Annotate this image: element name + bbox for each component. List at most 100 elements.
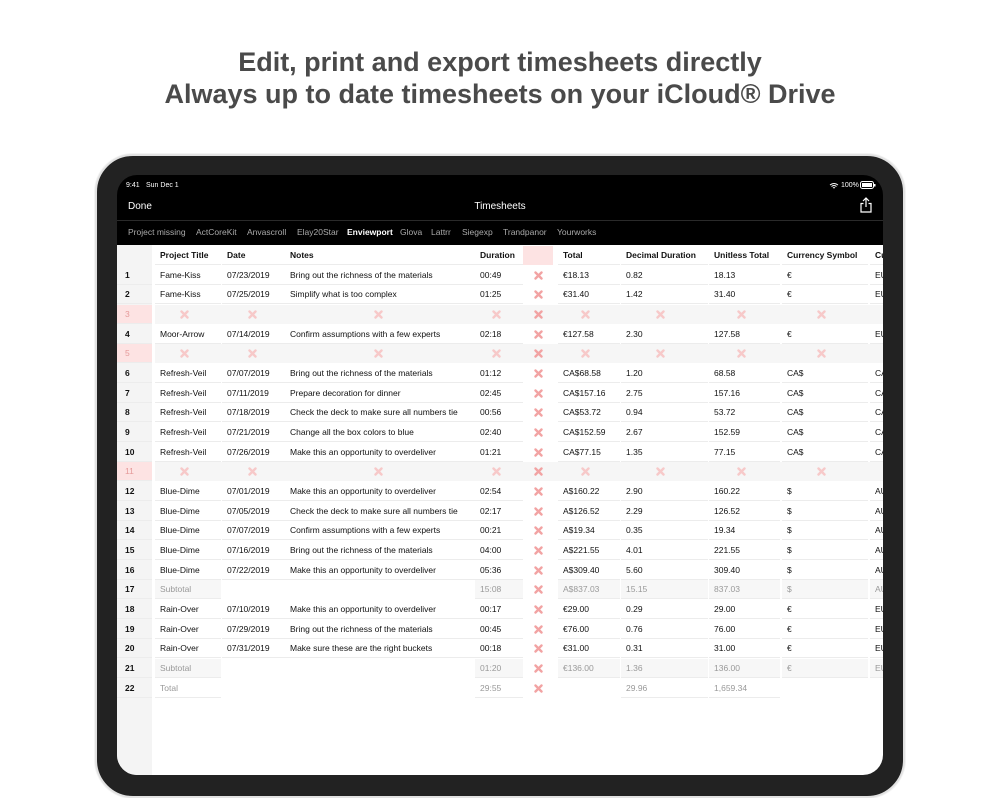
- table-cell: CA$: [782, 403, 868, 423]
- table-cell: €: [782, 325, 868, 344]
- table-cell: Refresh-Veil: [155, 384, 221, 403]
- table-cell: AU: [870, 580, 883, 600]
- row-number: 17: [117, 580, 152, 600]
- error-icon: [581, 467, 590, 477]
- table-cell: 160.22: [709, 482, 780, 502]
- done-button[interactable]: Done: [128, 201, 152, 212]
- row-number: 21: [117, 659, 152, 679]
- table-cell: 00:18: [475, 639, 523, 659]
- table-cell: Subtotal: [155, 580, 221, 600]
- timesheet-table: Project Title Date Notes Duration Total Decim…: [117, 245, 883, 775]
- headline: Edit, print and export timesheets direct…: [0, 46, 1000, 110]
- table-cell: 53.72: [709, 403, 780, 423]
- table-cell: 1,659.34: [709, 679, 780, 698]
- table-cell: $: [782, 580, 868, 600]
- error-icon: [492, 467, 501, 477]
- table-cell: 77.15: [709, 443, 780, 462]
- table-cell: 2.30: [621, 325, 708, 344]
- table-cell: CA$: [782, 364, 868, 384]
- table-cell: EU: [870, 325, 883, 344]
- error-icon: [817, 467, 826, 477]
- table-cell: Confirm assumptions with a few experts: [285, 521, 475, 541]
- table-cell: 02:45: [475, 384, 523, 403]
- error-icon: [534, 388, 543, 398]
- table-cell: 07/25/2019: [222, 285, 285, 305]
- table-cell: 837.03: [709, 580, 780, 600]
- table-cell: CA: [870, 423, 883, 443]
- tab[interactable]: Yourworks: [557, 227, 597, 237]
- row-number: 19: [117, 620, 152, 639]
- error-icon: [180, 310, 189, 319]
- table-cell: Make this an opportunity to overdeliver: [285, 561, 475, 580]
- table-cell: 18.13: [709, 266, 780, 285]
- tab[interactable]: Trandpanor: [503, 227, 547, 237]
- tab[interactable]: Enviewport: [347, 227, 393, 237]
- table-cell: 15:08: [475, 580, 523, 600]
- error-icon: [374, 310, 383, 319]
- tab[interactable]: Project missing: [128, 227, 186, 237]
- row-number: 8: [117, 403, 152, 423]
- table-cell: A$19.34: [558, 521, 620, 541]
- error-icon: [248, 467, 257, 477]
- error-icon: [817, 349, 826, 359]
- error-icon: [534, 546, 543, 555]
- table-cell: A$126.52: [558, 502, 620, 521]
- error-icon: [534, 507, 543, 516]
- error-icon: [248, 349, 257, 359]
- table-cell: Blue-Dime: [155, 561, 221, 580]
- column-header: Cu: [870, 246, 883, 265]
- error-icon: [656, 310, 665, 319]
- table-cell: 0.76: [621, 620, 708, 639]
- table-cell: Refresh-Veil: [155, 364, 221, 384]
- table-cell: Confirm assumptions with a few experts: [285, 325, 475, 344]
- table-cell: 4.01: [621, 541, 708, 561]
- table-cell: AU: [870, 521, 883, 541]
- table-cell: 07/07/2019: [222, 521, 285, 541]
- table-cell: 76.00: [709, 620, 780, 639]
- table-cell: Blue-Dime: [155, 541, 221, 561]
- row-number: 22: [117, 679, 152, 698]
- table-cell: 00:45: [475, 620, 523, 639]
- table-cell: 07/11/2019: [222, 384, 285, 403]
- table-cell: €31.00: [558, 639, 620, 659]
- table-cell: Make this an opportunity to overdeliver: [285, 600, 475, 620]
- table-cell: 1.42: [621, 285, 708, 305]
- table-cell: 07/29/2019: [222, 620, 285, 639]
- table-cell: CA$: [782, 443, 868, 462]
- table-cell: 2.75: [621, 384, 708, 403]
- nav-divider: [117, 220, 883, 221]
- table-cell: CA$68.58: [558, 364, 620, 384]
- tab[interactable]: Elay20Star: [297, 227, 339, 237]
- wifi-icon: [829, 183, 839, 189]
- tab[interactable]: Glova: [400, 227, 423, 237]
- table-cell: $: [782, 482, 868, 502]
- error-icon: [374, 349, 383, 359]
- tab[interactable]: ActCoreKit: [196, 227, 237, 237]
- error-icon: [737, 467, 746, 477]
- nav-title: Timesheets: [474, 201, 526, 212]
- error-icon: [180, 467, 189, 477]
- table-cell: AU: [870, 541, 883, 561]
- table-cell: 0.29: [621, 600, 708, 620]
- table-cell: Bring out the richness of the materials: [285, 620, 475, 639]
- share-button[interactable]: [859, 197, 873, 213]
- table-cell: Total: [155, 679, 221, 698]
- table-cell: 07/14/2019: [222, 325, 285, 344]
- table-cell: 07/26/2019: [222, 443, 285, 462]
- table-cell: AU: [870, 502, 883, 521]
- table-cell: CA: [870, 403, 883, 423]
- table-cell: 68.58: [709, 364, 780, 384]
- tab[interactable]: Siegexp: [462, 227, 493, 237]
- tab[interactable]: Lattrr: [431, 227, 451, 237]
- table-cell: EU: [870, 620, 883, 639]
- table-cell: 02:54: [475, 482, 523, 502]
- table-cell: Rain-Over: [155, 600, 221, 620]
- table-cell: 07/23/2019: [222, 266, 285, 285]
- table-cell: Check the deck to make sure all numbers …: [285, 403, 475, 423]
- row-number-gutter: [117, 245, 152, 775]
- table-cell: 136.00: [709, 659, 780, 679]
- tab[interactable]: Anvascroll: [247, 227, 287, 237]
- error-row: [155, 344, 883, 364]
- battery-percent: 100%: [841, 182, 859, 189]
- error-icon: [534, 644, 543, 654]
